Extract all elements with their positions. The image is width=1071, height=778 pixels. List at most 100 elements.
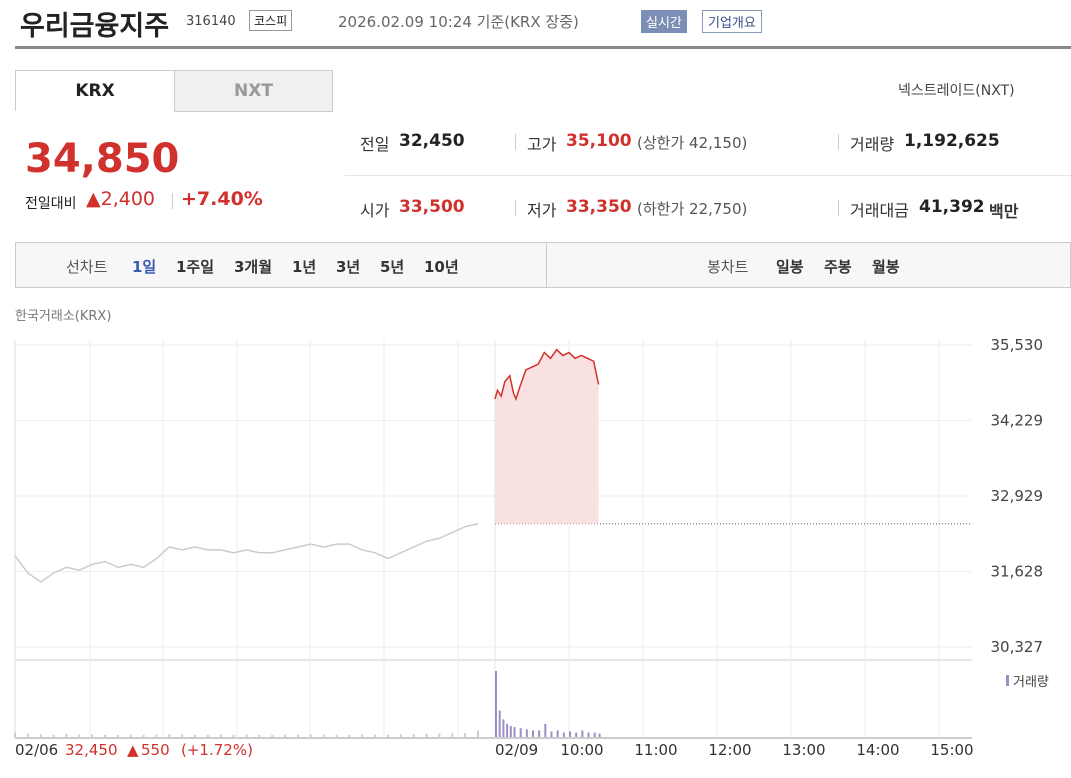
candle-button[interactable]: 주봉 [824, 258, 852, 276]
volume-bar [26, 733, 29, 737]
realtime-badge[interactable]: 실시간 [641, 10, 687, 33]
prev-day-line [14, 523, 479, 583]
stat-value: 32,450 [399, 131, 465, 151]
volume-bar [296, 734, 299, 737]
volume-bar [14, 732, 16, 737]
volume-bar [598, 733, 601, 737]
volume-bar [477, 730, 479, 737]
volume-bar [104, 734, 107, 737]
x-tick-label: 11:00 [634, 741, 677, 759]
current-price: 34,850 [25, 136, 180, 182]
volume-legend: 거래량 [1013, 675, 1049, 690]
period-button[interactable]: 1일 [132, 258, 157, 276]
volume-bar [91, 734, 94, 737]
stat-value: 1,192,625 [904, 131, 1000, 151]
stat-label: 전일 [360, 135, 390, 154]
period-button[interactable]: 1주일 [176, 258, 215, 276]
change-pct: +7.40% [181, 188, 263, 210]
period-button[interactable]: 5년 [380, 258, 405, 276]
candle-button[interactable]: 월봉 [872, 258, 900, 276]
y-tick-label: 35,530 [991, 336, 1044, 354]
volume-bar [129, 734, 132, 737]
datetime: 2026.02.09 10:24 기준(KRX 장중) [338, 13, 579, 31]
period-button[interactable]: 3개월 [234, 258, 273, 276]
volume-bar [245, 734, 248, 737]
period-button[interactable]: 3년 [336, 258, 361, 276]
volume-bar [525, 729, 528, 737]
volume-bar [438, 733, 441, 737]
volume-bar [550, 731, 553, 737]
volume-bar [116, 735, 119, 737]
volume-bar [495, 671, 497, 737]
volume-bar [335, 734, 338, 737]
tab-nxt[interactable]: NXT [174, 70, 333, 112]
volume-bar [142, 734, 145, 737]
volume-bar [575, 732, 578, 737]
x-tick-label: 12:00 [708, 741, 751, 759]
volume-bar [271, 735, 274, 737]
x-tick-label: 13:00 [782, 741, 825, 759]
stat-value: 33,350 [566, 197, 632, 217]
stat-value: 41,392 [919, 197, 985, 217]
stat-value: 35,100 [566, 131, 632, 151]
period-button[interactable]: 1년 [292, 258, 317, 276]
volume-bar [451, 733, 454, 737]
volume-bar [219, 734, 222, 737]
volume-bar [78, 734, 81, 737]
volume-bar [194, 734, 197, 737]
prev-change-value: 550 [141, 741, 170, 759]
volume-bar [412, 734, 415, 737]
candle-button[interactable]: 일봉 [776, 258, 804, 276]
period-button[interactable]: 10년 [424, 258, 459, 276]
nxt-link[interactable]: 넥스트레이드(NXT) [898, 83, 1015, 99]
volume-bar [464, 733, 467, 737]
volume-bar [593, 732, 596, 737]
prev-change: ▲ [127, 741, 139, 759]
volume-bar [361, 734, 364, 737]
volume-bar [65, 733, 68, 737]
volume-bar [206, 735, 209, 737]
volume-bar [52, 734, 55, 737]
volume-bar [399, 734, 402, 737]
today-area [495, 349, 599, 524]
volume-bar [569, 731, 571, 737]
stat-label: 고가 [527, 135, 557, 154]
x-tick-label: 14:00 [856, 741, 899, 759]
y-tick-label: 34,229 [991, 412, 1044, 430]
volume-bar [232, 734, 235, 737]
divider [345, 175, 1071, 176]
volume-bar [519, 728, 522, 737]
stat-value: 33,500 [399, 197, 465, 217]
legend-swatch [1006, 675, 1009, 686]
period-bar [15, 242, 1071, 288]
volume-bar [386, 734, 389, 737]
volume-bar [513, 727, 516, 737]
title: 우리금융지주 [20, 11, 170, 42]
code: 316140 [186, 14, 236, 29]
overview-button[interactable]: 기업개요 [702, 10, 762, 33]
prev-date: 02/06 [15, 741, 58, 759]
volume-bar [155, 734, 158, 737]
x-tick-label: 15:00 [930, 741, 973, 759]
volume-bar [374, 734, 377, 737]
x-tick-label: 10:00 [560, 741, 603, 759]
volume-bar [587, 732, 590, 737]
stat-label: 거래량 [850, 135, 895, 154]
stat-sub: (하한가 22,750) [637, 200, 748, 218]
volume-bar [348, 735, 351, 737]
source: 한국거래소(KRX) [15, 309, 112, 324]
volume-bar [562, 732, 565, 737]
stat-sub: (상한가 42,150) [637, 134, 748, 152]
volume-bar [258, 734, 261, 737]
volume-bar [39, 734, 42, 737]
change: 2,400 [100, 188, 156, 210]
divider [15, 46, 1071, 49]
prev-close: 32,450 [65, 741, 118, 759]
volume-bar [538, 730, 541, 737]
today-line [494, 348, 600, 402]
stat-label: 거래대금 [850, 201, 909, 220]
y-tick-label: 30,327 [991, 638, 1044, 656]
volume-bar [309, 734, 312, 737]
